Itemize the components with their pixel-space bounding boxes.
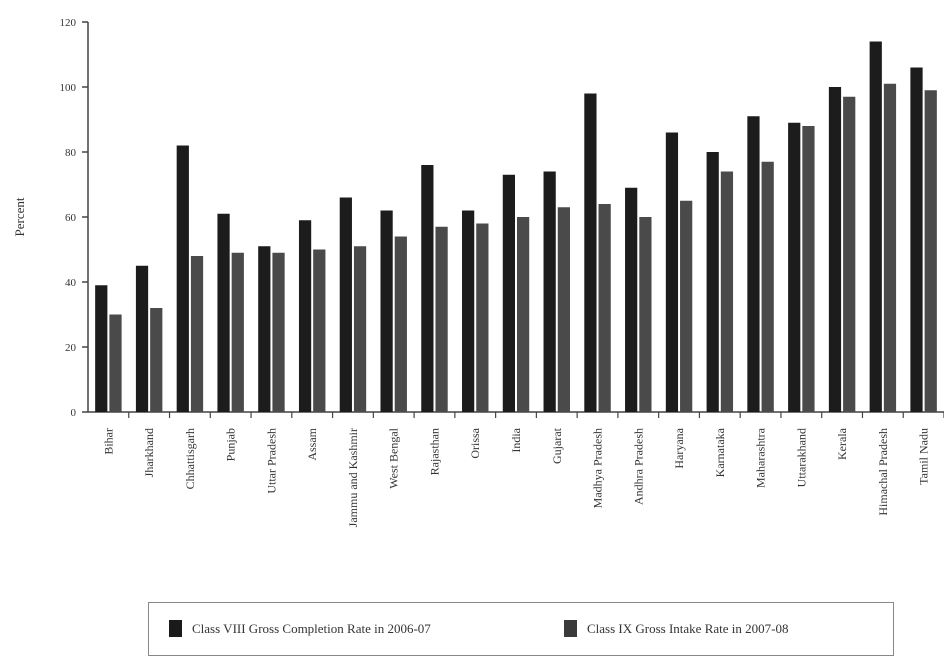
bar-series-1	[462, 210, 475, 412]
x-tick-label: Uttar Pradesh	[264, 428, 278, 494]
bar-series-1	[176, 145, 189, 412]
x-tick-label: Bihar	[101, 428, 115, 455]
x-tick-label: Rajasthan	[427, 428, 441, 475]
bar-series-1	[828, 87, 842, 412]
bar-series-2	[435, 226, 448, 412]
bar-series-1	[910, 67, 923, 412]
bar-series-2	[190, 256, 204, 412]
x-tick-label: Jammu and Kashmir	[346, 428, 360, 527]
bar-series-1	[584, 93, 597, 412]
bar-series-2	[109, 314, 122, 412]
bar-series-1	[625, 187, 638, 412]
bar-series-1	[747, 116, 760, 412]
bar-series-1	[706, 152, 719, 412]
legend-label-series-2: Class IX Gross Intake Rate in 2007-08	[587, 620, 789, 636]
bar-series-1	[788, 122, 801, 412]
plot-area: 0 20 40 60 80 100 120 Bihar Jharkhand Chhattisga…	[12, 17, 944, 527]
x-tick-label: Karnataka	[713, 427, 727, 477]
bar-series-1	[543, 171, 556, 412]
bar-series-2	[517, 217, 530, 412]
y-tick-label: 120	[60, 17, 77, 29]
x-tick-label: Jharkhand	[142, 428, 156, 477]
x-tick-label: Kerala	[835, 427, 849, 460]
bar-series-2	[924, 90, 937, 412]
x-tick-label: Himachal Pradesh	[876, 428, 890, 516]
x-tick-label: India	[509, 427, 523, 452]
legend-item-series-2: Class IX Gross Intake Rate in 2007-08	[564, 620, 788, 637]
x-tick-label: Haryana	[672, 427, 686, 468]
bar-series-2	[476, 223, 489, 412]
bar-series-1	[502, 174, 515, 412]
x-tick-label: Gujarat	[550, 427, 564, 464]
bar-series-1	[135, 265, 149, 412]
bar-series-1	[298, 220, 312, 412]
x-axis-labels: Bihar Jharkhand Chhattisgarh Punjab Uttar Pr…	[101, 412, 944, 527]
legend-swatch-series-2	[564, 620, 577, 637]
bar-series-2	[353, 246, 367, 412]
bar-series-2	[231, 252, 244, 412]
bar-series-1	[421, 165, 434, 412]
x-tick-label: West Bengal	[387, 427, 401, 488]
bar-series-2	[720, 171, 734, 412]
bar-series-1	[217, 213, 230, 412]
bar-series-2	[272, 252, 285, 412]
bar-series-2	[598, 204, 611, 412]
bar-series-1	[258, 246, 271, 412]
x-tick-label: Uttarakhand	[794, 428, 808, 487]
y-tick-label: 0	[71, 407, 77, 419]
bar-series-2	[150, 308, 163, 412]
x-tick-label: Tamil Nadu	[917, 428, 931, 485]
bar-series-2	[680, 200, 693, 412]
bar-series-2	[639, 217, 652, 412]
legend-label-series-1: Class VIII Gross Completion Rate in 2006…	[192, 620, 431, 636]
x-tick-label: Madhya Pradesh	[591, 428, 605, 508]
x-tick-label: Orissa	[468, 427, 482, 458]
bar-series-2	[313, 249, 326, 412]
y-tick-label: 20	[65, 342, 77, 354]
bar-series-2	[843, 96, 856, 412]
bar-series-2	[557, 207, 570, 412]
bars	[95, 41, 937, 412]
x-tick-label: Chhattisgarh	[183, 428, 197, 489]
y-tick-label: 80	[65, 147, 77, 159]
y-axis-label: Percent	[12, 197, 27, 236]
y-tick-label: 60	[65, 212, 77, 224]
bar-series-1	[339, 197, 352, 412]
x-tick-label: Assam	[305, 427, 319, 460]
y-axis-ticks: 0 20 40 60 80 100 120	[60, 17, 88, 419]
bar-series-1	[665, 132, 679, 412]
bar-series-2	[883, 83, 897, 412]
bar-series-1	[380, 210, 393, 412]
bar-series-1	[869, 41, 882, 412]
legend-swatch-series-1	[169, 620, 182, 637]
x-tick-label: Andhra Pradesh	[631, 428, 645, 505]
y-tick-label: 100	[60, 82, 77, 94]
y-tick-label: 40	[65, 277, 77, 289]
bar-series-2	[761, 161, 774, 412]
legend-item-series-1: Class VIII Gross Completion Rate in 2006…	[169, 620, 431, 637]
x-tick-label: Maharashtra	[754, 427, 768, 488]
bar-series-2	[394, 236, 407, 412]
legend: Class VIII Gross Completion Rate in 2006…	[148, 602, 894, 656]
bar-series-1	[95, 285, 108, 412]
bar-series-2	[802, 126, 815, 412]
x-tick-label: Punjab	[224, 428, 238, 461]
